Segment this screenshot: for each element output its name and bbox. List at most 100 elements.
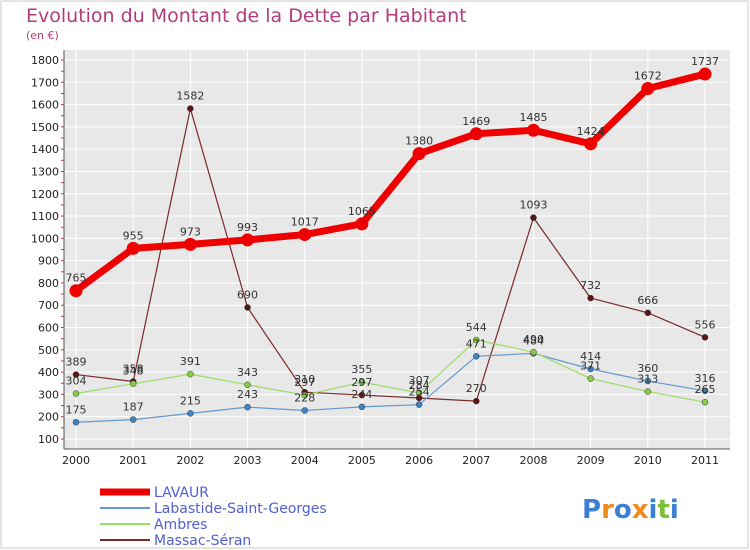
- data-point: [530, 214, 537, 221]
- proxiti-logo: Proxiti: [582, 495, 679, 525]
- data-point: [72, 390, 80, 397]
- data-point: [187, 105, 194, 112]
- data-point: [126, 241, 140, 255]
- data-point: [587, 365, 594, 373]
- data-point: [701, 334, 709, 341]
- data-label: 297: [294, 376, 315, 389]
- series-line-Labastide-Saint-Georges: [75, 352, 706, 423]
- data-label: 310: [294, 373, 315, 386]
- data-label: 389: [66, 356, 87, 369]
- data-label: 187: [123, 401, 144, 414]
- x-tick-label: 2001: [119, 454, 147, 467]
- logo-letter: P: [582, 495, 601, 525]
- y-tick-label: 300: [38, 388, 59, 401]
- data-label: 244: [351, 388, 372, 401]
- data-point: [183, 237, 197, 251]
- data-label: 284: [409, 379, 430, 392]
- x-tick-label: 2008: [519, 454, 547, 467]
- y-tick-label: 1700: [31, 76, 59, 89]
- legend-label: Ambres: [154, 517, 207, 533]
- data-label: 343: [237, 366, 258, 379]
- logo-letter: o: [614, 495, 632, 525]
- legend-label: Massac-Séran: [154, 533, 251, 549]
- data-point: [584, 137, 598, 151]
- data-label: 955: [123, 229, 144, 242]
- data-point: [587, 294, 594, 302]
- data-label: 254: [409, 386, 430, 399]
- data-label: 316: [695, 372, 716, 385]
- data-label: 1582: [176, 90, 204, 103]
- x-tick-label: 2003: [234, 454, 262, 467]
- x-tick-label: 2011: [691, 454, 719, 467]
- data-label: 1672: [634, 70, 662, 83]
- data-label: 228: [294, 391, 315, 404]
- data-point: [358, 378, 366, 386]
- data-label: 490: [523, 333, 544, 346]
- data-point: [473, 397, 480, 405]
- data-label: 484: [523, 334, 544, 347]
- data-point: [129, 416, 137, 423]
- data-point: [241, 233, 255, 247]
- data-point: [69, 284, 83, 298]
- data-label: 414: [580, 350, 601, 363]
- data-point: [415, 401, 423, 408]
- data-label: 1380: [405, 135, 433, 148]
- logo-letter: i: [649, 495, 658, 525]
- x-tick-label: 2000: [62, 454, 90, 467]
- data-point: [644, 388, 652, 395]
- data-label: 371: [580, 360, 601, 373]
- data-label: 243: [237, 388, 258, 401]
- logo-letter: r: [601, 495, 614, 525]
- data-label: 1737: [691, 55, 719, 68]
- data-label: 355: [351, 363, 372, 376]
- data-label: 765: [66, 272, 87, 285]
- data-point: [644, 309, 652, 317]
- logo-letter: t: [657, 495, 669, 525]
- data-label: 1485: [519, 111, 547, 124]
- x-tick-label: 2007: [462, 454, 490, 467]
- data-point: [72, 419, 80, 426]
- data-label: 307: [409, 374, 430, 387]
- y-tick-label: 1300: [31, 165, 59, 178]
- logo-letter: x: [632, 495, 649, 525]
- legend-label: LAVAUR: [154, 485, 209, 501]
- data-point: [129, 380, 137, 387]
- data-point: [698, 67, 712, 81]
- x-tick-label: 2010: [634, 454, 662, 467]
- data-label: 304: [66, 375, 87, 388]
- data-label: 270: [466, 382, 487, 395]
- data-label: 666: [637, 294, 658, 307]
- y-tick-label: 100: [38, 433, 59, 446]
- data-label: 1065: [348, 205, 376, 218]
- y-tick-label: 700: [38, 299, 59, 312]
- data-label: 993: [237, 221, 258, 234]
- data-label: 732: [580, 279, 601, 292]
- data-label: 1424: [577, 125, 605, 138]
- y-tick-label: 1100: [31, 210, 59, 223]
- data-label: 215: [180, 394, 201, 407]
- series-line-Massac-Séran: [75, 108, 706, 402]
- data-point: [469, 127, 483, 141]
- data-label: 313: [637, 373, 658, 386]
- data-label: 360: [637, 362, 658, 375]
- data-label: 471: [466, 337, 487, 350]
- data-point: [473, 336, 480, 344]
- data-point: [244, 304, 251, 311]
- series-line-LAVAUR: [72, 70, 709, 295]
- series-line-Ambres: [75, 339, 706, 403]
- y-tick-label: 600: [38, 322, 59, 335]
- y-tick-label: 1800: [31, 54, 59, 67]
- y-tick-label: 400: [38, 366, 59, 379]
- data-point: [244, 403, 251, 411]
- data-label: 544: [466, 321, 487, 334]
- data-label: 556: [695, 318, 716, 331]
- data-point: [72, 371, 80, 378]
- data-point: [301, 407, 308, 414]
- y-tick-label: 1200: [31, 188, 59, 201]
- x-tick-label: 2004: [291, 454, 319, 467]
- data-label: 175: [66, 403, 87, 416]
- y-tick-label: 500: [38, 344, 59, 357]
- x-tick-label: 2002: [176, 454, 204, 467]
- data-point: [298, 228, 312, 242]
